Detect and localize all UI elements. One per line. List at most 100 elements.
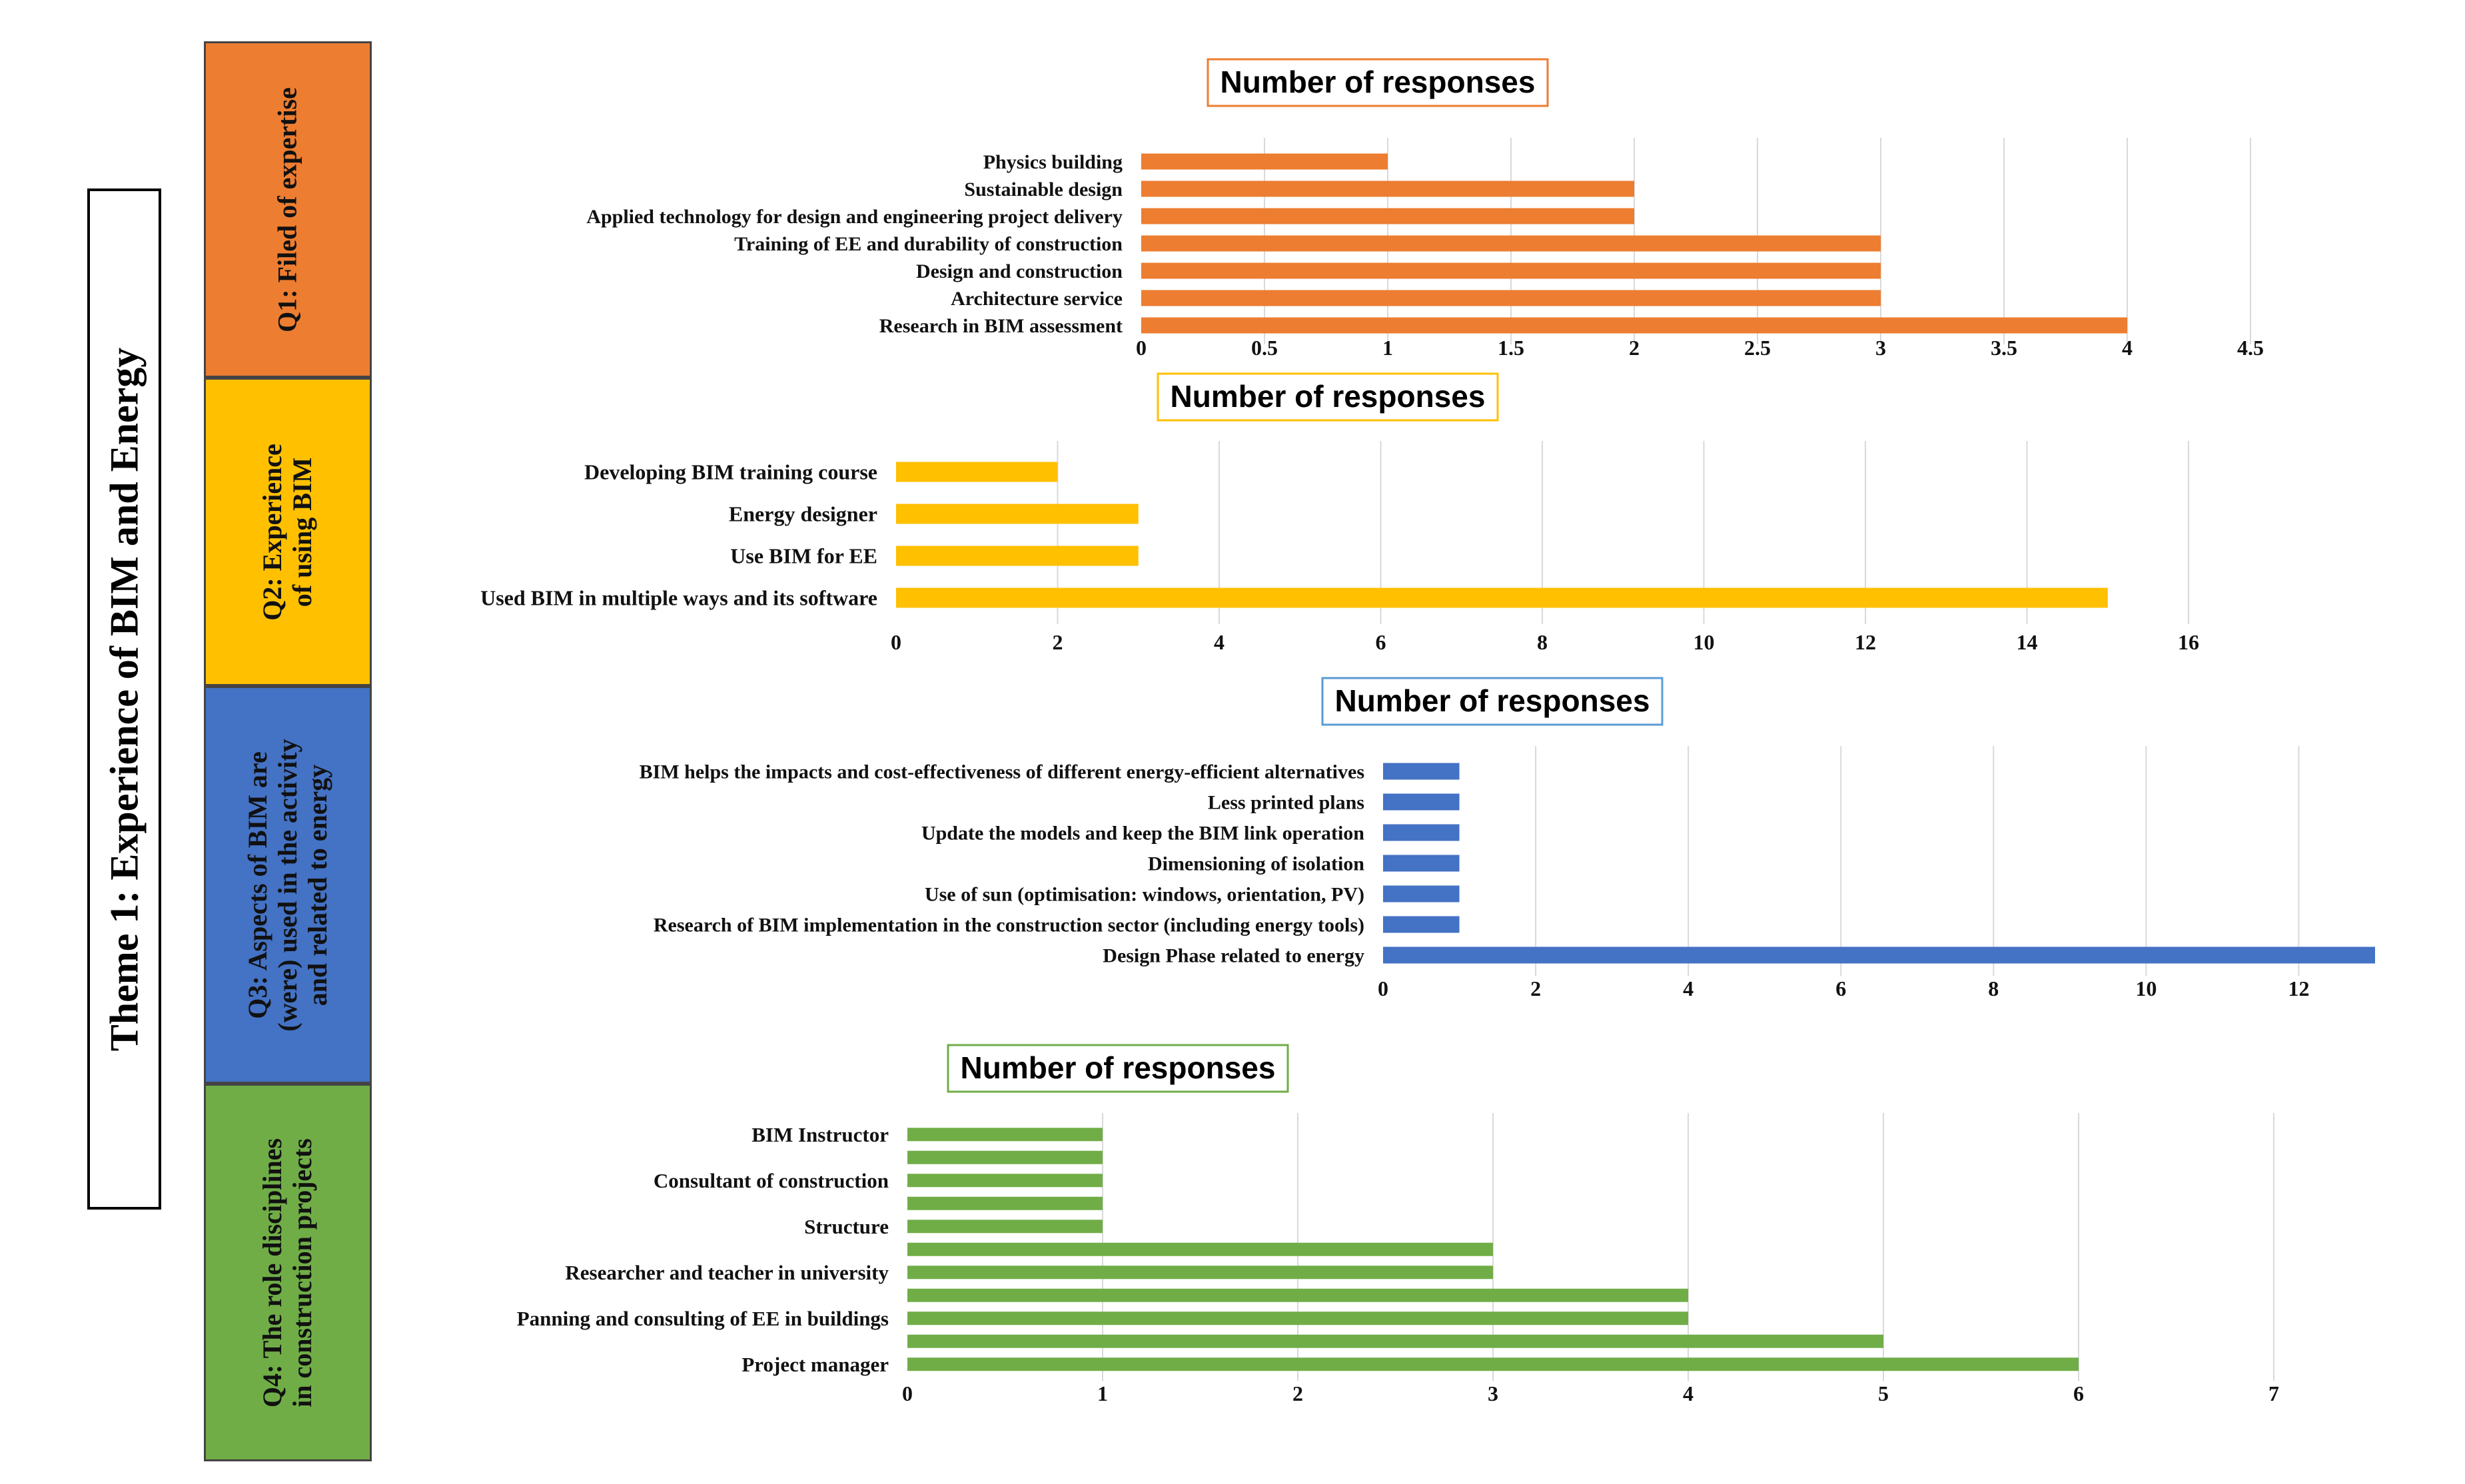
chart-4-category-label: Researcher and teacher in university xyxy=(565,1261,889,1284)
chart-2-category-label: Developing BIM training course xyxy=(584,460,877,484)
chart-2-tick-label: 6 xyxy=(1376,630,1386,654)
chart-1-bar xyxy=(1141,153,1388,170)
chart-1-bar xyxy=(1141,181,1634,197)
chart-1-category-label: Sustainable design xyxy=(964,179,1123,200)
chart-1-tick-label: 3.5 xyxy=(1991,336,2017,360)
chart-4-category-label: Panning and consulting of EE in building… xyxy=(517,1307,889,1330)
chart-3-category-label: BIM helps the impacts and cost-effective… xyxy=(640,761,1364,783)
chart-4-bar xyxy=(907,1128,1103,1142)
chart-1-bar xyxy=(1141,235,1881,252)
chart-2-tick-label: 0 xyxy=(891,630,901,654)
chart-3-category-label: Dimensioning of isolation xyxy=(1148,853,1364,875)
chart-4-bar xyxy=(907,1174,1103,1188)
chart-2-category-label: Used BIM in multiple ways and its softwa… xyxy=(480,586,877,610)
chart-4-bar xyxy=(907,1266,1493,1280)
chart-2-tick-label: 10 xyxy=(1694,630,1715,654)
chart-1-tick-label: 1 xyxy=(1382,336,1393,360)
chart-2-tick-label: 16 xyxy=(2178,630,2199,654)
chart-3-bar xyxy=(1383,885,1460,903)
chart-4-tick-label: 6 xyxy=(2073,1381,2084,1405)
chart-4-bar xyxy=(907,1242,1493,1256)
chart-3-tick-label: 4 xyxy=(1683,976,1694,1000)
chart-1-category-label: Design and construction xyxy=(916,260,1123,282)
chart-4-bar xyxy=(907,1220,1103,1234)
chart-1-bar xyxy=(1141,208,1634,224)
chart-4-tick-label: 0 xyxy=(902,1381,913,1405)
chart-1-tick-label: 4 xyxy=(2122,336,2133,360)
chart-4-bar xyxy=(907,1311,1688,1325)
chart-1-tick-label: 0 xyxy=(1136,336,1147,360)
chart-3-tick-label: 8 xyxy=(1988,976,1999,1000)
chart-1-title-box xyxy=(1207,58,1549,107)
chart-3-tick-label: 0 xyxy=(1378,976,1388,1000)
chart-3-category-label: Design Phase related to energy xyxy=(1103,945,1364,967)
chart-4-tick-label: 4 xyxy=(1683,1381,1694,1405)
chart-4-bar xyxy=(907,1357,2079,1371)
chart-4-tick-label: 3 xyxy=(1488,1381,1498,1405)
chart-4-bar xyxy=(907,1196,1103,1210)
chart-2-bar xyxy=(896,504,1139,524)
chart-1-title: Number of responses xyxy=(1221,65,1536,99)
chart-4-category-label: Project manager xyxy=(741,1353,889,1376)
chart-4-category-label: Consultant of construction xyxy=(654,1169,889,1192)
chart-1-category-label: Applied technology for design and engine… xyxy=(586,206,1123,228)
chart-2-tick-label: 8 xyxy=(1537,630,1548,654)
chart-3-tick-label: 12 xyxy=(2288,976,2309,1000)
chart-3-bar xyxy=(1383,916,1460,933)
chart-2-category-label: Energy designer xyxy=(729,502,877,526)
chart-1-tick-label: 4.5 xyxy=(2237,336,2264,360)
chart-2-bar xyxy=(896,546,1139,566)
chart-4-bar xyxy=(907,1334,1883,1348)
q3-panel: Q3: Aspects of BIM are (were) used in th… xyxy=(204,686,372,1084)
chart-4-category-label: Structure xyxy=(804,1215,889,1238)
chart-3-category-label: Research of BIM implementation in the co… xyxy=(654,915,1364,936)
chart-3-tick-label: 10 xyxy=(2135,976,2157,1000)
chart-1-category-label: Architecture service xyxy=(951,288,1123,310)
chart-1-category-label: Physics building xyxy=(983,151,1123,173)
q4-panel: Q4: The role disciplines in construction… xyxy=(204,1084,372,1461)
chart-1-category-label: Research in BIM assessment xyxy=(879,315,1123,337)
chart-1-tick-label: 3 xyxy=(1875,336,1886,360)
chart-1-tick-label: 0.5 xyxy=(1251,336,1278,360)
theme-title-box: Theme 1: Experience of BIM and Energy xyxy=(87,188,161,1210)
chart-2-bar xyxy=(896,587,2108,608)
chart-1-tick-label: 2 xyxy=(1629,336,1640,360)
chart-4-tick-label: 2 xyxy=(1292,1381,1303,1405)
chart-1-bar xyxy=(1141,317,2127,334)
q1-panel: Q1: Filed of expertise xyxy=(204,41,372,378)
chart-3-category-label: Less printed plans xyxy=(1208,792,1364,814)
chart-2-tick-label: 4 xyxy=(1214,630,1225,654)
chart-4-tick-label: 7 xyxy=(2268,1381,2279,1405)
chart-4-title-box xyxy=(947,1044,1289,1093)
chart-3-tick-label: 2 xyxy=(1530,976,1541,1000)
chart-2-bar xyxy=(896,462,1058,482)
chart-3-bar xyxy=(1383,763,1460,780)
chart-3-bar xyxy=(1383,793,1460,811)
chart-4-title: Number of responses xyxy=(961,1050,1276,1085)
chart-2-title-box xyxy=(1157,372,1499,422)
chart-2-title: Number of responses xyxy=(1171,379,1486,414)
chart-4-category-label: BIM Instructor xyxy=(751,1123,889,1146)
chart-1-tick-label: 1.5 xyxy=(1498,336,1524,360)
q2-panel: Q2: Experience of using BIM xyxy=(204,378,372,686)
chart-4-bar xyxy=(907,1288,1688,1302)
chart-3-category-label: Update the models and keep the BIM link … xyxy=(921,823,1364,845)
chart-3-bar xyxy=(1383,855,1460,872)
chart-1-category-label: Training of EE and durability of constru… xyxy=(734,233,1123,255)
chart-2-tick-label: 12 xyxy=(1855,630,1876,654)
chart-4-bar xyxy=(907,1150,1103,1164)
chart-2-tick-label: 14 xyxy=(2017,630,2038,654)
chart-3-title-box xyxy=(1321,677,1664,726)
chart-2-tick-label: 2 xyxy=(1053,630,1063,654)
chart-4-tick-label: 5 xyxy=(1878,1381,1889,1405)
chart-4-tick-label: 1 xyxy=(1097,1381,1108,1405)
chart-3-bar xyxy=(1383,824,1460,841)
chart-3-bar xyxy=(1383,946,2375,964)
chart-3-category-label: Use of sun (optimisation: windows, orien… xyxy=(925,884,1364,906)
chart-3-tick-label: 6 xyxy=(1835,976,1846,1000)
chart-1-bar xyxy=(1141,262,1881,279)
chart-1-bar xyxy=(1141,290,1881,306)
chart-2-category-label: Use BIM for EE xyxy=(730,544,877,568)
chart-3-title: Number of responses xyxy=(1335,683,1650,718)
